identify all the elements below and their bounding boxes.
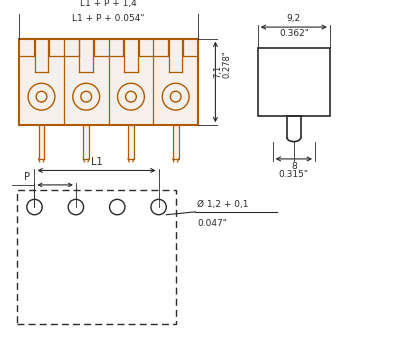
Text: L1 + P + 1,4: L1 + P + 1,4 [80, 0, 137, 8]
Bar [83, 125, 89, 159]
Text: 8: 8 [291, 162, 297, 171]
Text: L1 + P + 0.054": L1 + P + 0.054" [72, 14, 145, 23]
Bar [19, 39, 198, 125]
Text: L1: L1 [91, 157, 102, 167]
Text: 9,2: 9,2 [287, 14, 301, 23]
Text: 0.315": 0.315" [279, 170, 309, 178]
Text: P: P [24, 172, 30, 182]
Bar [38, 125, 44, 159]
Text: 0.278": 0.278" [222, 51, 232, 78]
Text: 0.047": 0.047" [197, 218, 227, 227]
Bar [17, 190, 176, 325]
Text: 7,1: 7,1 [214, 65, 223, 78]
Bar [128, 125, 134, 159]
Bar [258, 48, 330, 116]
Bar [173, 125, 179, 159]
Text: Ø 1,2 + 0,1: Ø 1,2 + 0,1 [197, 200, 249, 209]
Text: 0.362": 0.362" [279, 29, 309, 38]
